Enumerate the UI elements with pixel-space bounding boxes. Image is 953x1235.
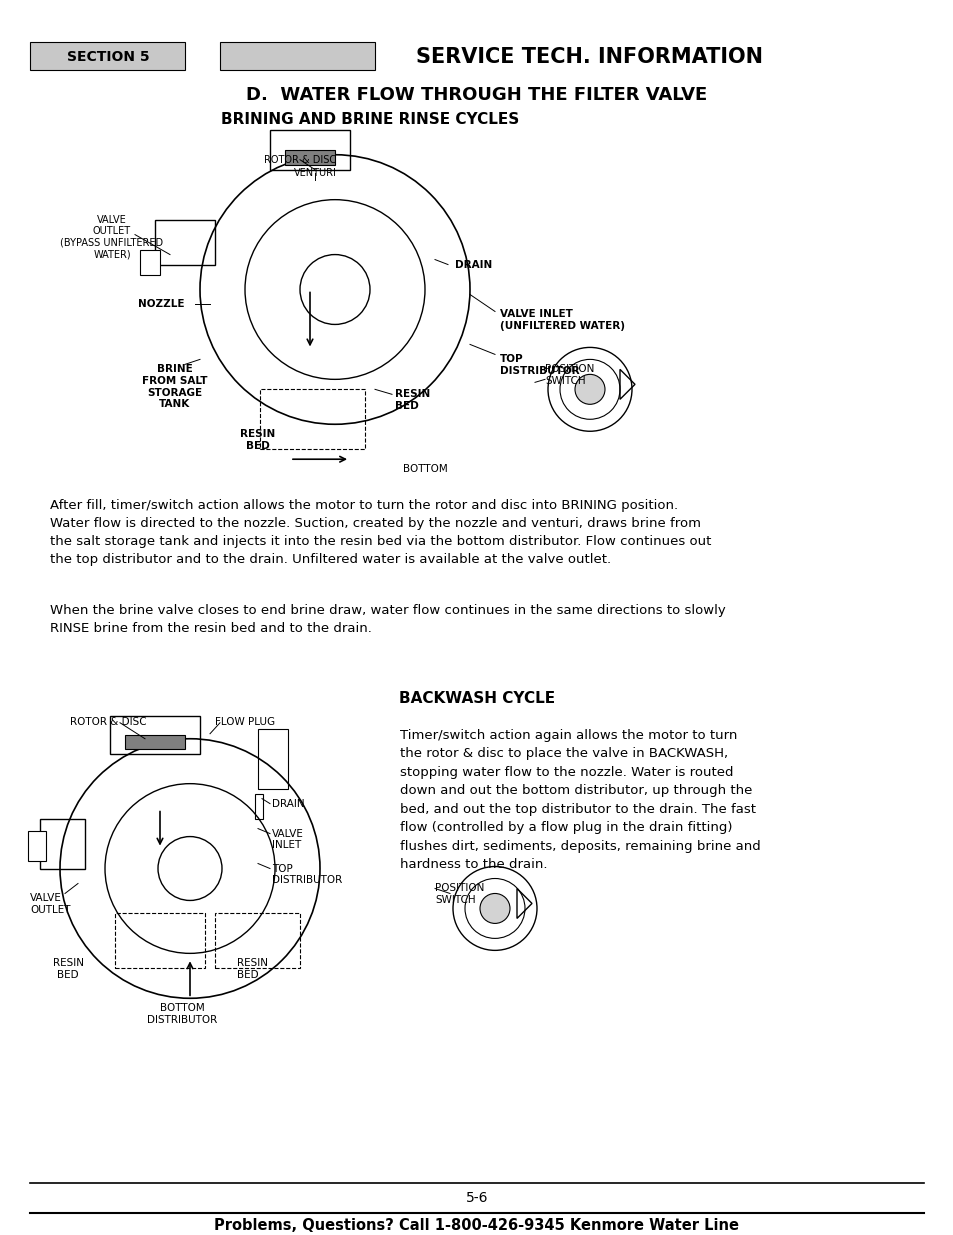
Text: SERVICE TECH. INFORMATION: SERVICE TECH. INFORMATION: [416, 47, 762, 67]
Text: RESIN
BED: RESIN BED: [236, 958, 268, 979]
Text: POSITION
SWITCH: POSITION SWITCH: [435, 883, 484, 905]
Text: VALVE INLET
(UNFILTERED WATER): VALVE INLET (UNFILTERED WATER): [499, 310, 624, 331]
Bar: [260, 389, 365, 450]
Text: VALVE
INLET: VALVE INLET: [272, 829, 304, 850]
Bar: [40, 819, 85, 868]
Text: Timer/switch action again allows the motor to turn
the rotor & disc to place the: Timer/switch action again allows the mot…: [399, 729, 760, 871]
Text: Problems, Questions? Call 1-800-426-9345 Kenmore Water Line: Problems, Questions? Call 1-800-426-9345…: [214, 1219, 739, 1234]
Text: BRINING AND BRINE RINSE CYCLES: BRINING AND BRINE RINSE CYCLES: [221, 112, 518, 127]
Text: SECTION 5: SECTION 5: [67, 49, 150, 64]
Bar: [125, 735, 185, 748]
Text: FLOW PLUG: FLOW PLUG: [214, 716, 274, 726]
Text: DRAIN: DRAIN: [455, 259, 492, 269]
Text: ROTOR & DISC: ROTOR & DISC: [264, 154, 335, 164]
Text: BOTTOM
DISTRIBUTOR: BOTTOM DISTRIBUTOR: [147, 1003, 217, 1025]
Text: TOP
DISTRIBUTOR: TOP DISTRIBUTOR: [272, 863, 342, 885]
Bar: [220, 42, 375, 70]
Text: POSITION
SWITCH: POSITION SWITCH: [544, 364, 594, 387]
Text: When the brine valve closes to end brine draw, water flow continues in the same : When the brine valve closes to end brine…: [50, 604, 725, 635]
Bar: [154, 220, 214, 264]
Text: VALVE
OUTLET
(BYPASS UNFILTERED
WATER): VALVE OUTLET (BYPASS UNFILTERED WATER): [60, 215, 163, 259]
Bar: [285, 149, 335, 164]
Text: DRAIN: DRAIN: [272, 799, 304, 809]
Text: ROTOR & DISC: ROTOR & DISC: [70, 716, 147, 726]
Text: VALVE
OUTLET: VALVE OUTLET: [30, 893, 71, 915]
Circle shape: [575, 374, 604, 404]
Text: VENTURI: VENTURI: [294, 168, 336, 178]
Text: RESIN
BED: RESIN BED: [52, 958, 84, 979]
Text: BRINE
FROM SALT
STORAGE
TANK: BRINE FROM SALT STORAGE TANK: [142, 364, 208, 409]
Text: D.  WATER FLOW THROUGH THE FILTER VALVE: D. WATER FLOW THROUGH THE FILTER VALVE: [246, 86, 707, 104]
Bar: [30, 42, 185, 70]
Text: NOZZLE: NOZZLE: [138, 299, 185, 310]
Text: BACKWASH CYCLE: BACKWASH CYCLE: [398, 692, 555, 706]
Bar: [257, 729, 288, 789]
Text: RESIN
BED: RESIN BED: [240, 430, 275, 451]
Bar: [110, 716, 200, 753]
Text: 5-6: 5-6: [465, 1191, 488, 1205]
Bar: [28, 831, 46, 861]
Text: TOP
DISTRIBUTOR: TOP DISTRIBUTOR: [499, 354, 579, 375]
Bar: [270, 130, 350, 169]
Bar: [115, 914, 205, 968]
Bar: [214, 914, 299, 968]
Text: After fill, timer/switch action allows the motor to turn the rotor and disc into: After fill, timer/switch action allows t…: [50, 499, 711, 566]
Circle shape: [479, 893, 510, 924]
Bar: [254, 794, 263, 819]
Bar: [140, 249, 160, 274]
Text: RESIN
BED: RESIN BED: [395, 389, 430, 411]
Text: BOTTOM: BOTTOM: [402, 464, 447, 474]
